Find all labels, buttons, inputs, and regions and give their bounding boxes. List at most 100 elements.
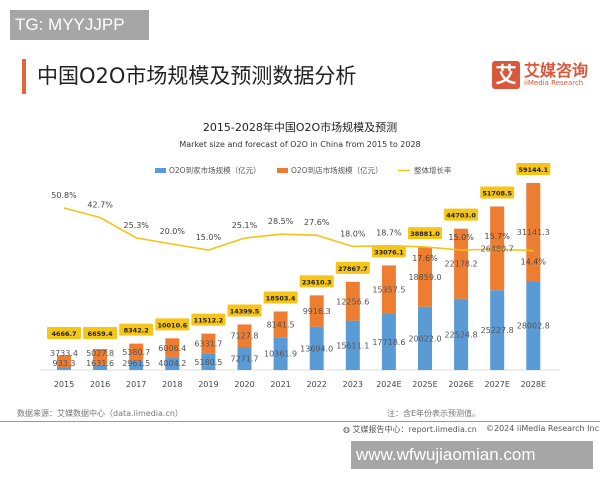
total-label: 38881.0 <box>410 230 440 238</box>
total-badge <box>191 313 226 326</box>
growth-label: 27.6% <box>304 218 330 227</box>
total-badge <box>263 291 298 304</box>
x-tick-label: 2019 <box>198 380 218 389</box>
x-tick-label: 2021 <box>270 380 290 389</box>
bar-store <box>57 355 71 368</box>
logo-mark: 艾 <box>492 61 520 89</box>
bar-home <box>526 281 541 370</box>
x-tick-label: 2024E <box>376 380 401 389</box>
total-label: 8342.2 <box>124 327 149 335</box>
bar-home <box>57 367 71 370</box>
bar-home <box>129 360 144 370</box>
watermark-bottom: www.wfwujiaomian.com <box>351 441 593 469</box>
watermark-top: TG: MYYJJPP <box>10 10 149 40</box>
bar-store <box>273 311 288 338</box>
growth-line <box>63 207 534 252</box>
label-store: 12256.6 <box>336 297 369 306</box>
label-store: 18859.0 <box>408 273 441 282</box>
legend-store: O2O到店市场规模（亿元） <box>291 165 383 175</box>
total-badge <box>480 186 515 199</box>
growth-label: 18.7% <box>376 229 402 238</box>
bar-store <box>418 247 432 307</box>
label-home: 4004.2 <box>158 359 186 368</box>
bar-home <box>345 320 360 370</box>
label-home: 1631.6 <box>86 359 114 368</box>
total-label: 11512.2 <box>194 317 224 325</box>
total-label: 23610.3 <box>302 278 332 286</box>
globe-icon: ◍ <box>343 425 353 434</box>
label-store: 6331.7 <box>194 340 222 349</box>
x-tick-label: 2018 <box>162 380 182 389</box>
bar-store <box>454 228 469 299</box>
bar-home <box>201 353 216 370</box>
bar-home <box>165 357 180 370</box>
growth-label: 15.0% <box>196 233 222 242</box>
o2o-market-chart: 2015-2028年中国O2O市场规模及预测 Market size and f… <box>40 120 560 389</box>
bar-home <box>237 347 252 370</box>
growth-label: 15.7% <box>484 232 510 241</box>
label-home: 20022.0 <box>408 334 441 343</box>
bar-store <box>129 343 144 361</box>
x-tick-label: 2028E <box>521 380 546 389</box>
legend-swatch-home <box>155 168 166 173</box>
bar-store <box>309 295 324 327</box>
total-label: 27867.7 <box>338 265 368 273</box>
x-tick-label: 2023 <box>343 380 363 389</box>
label-store: 5027.8 <box>86 349 114 358</box>
source-note: 数据来源：艾媒数据中心（data.iimedia.cn） <box>17 409 183 418</box>
bar-home <box>381 313 396 370</box>
bar-store <box>490 206 505 291</box>
bar-store <box>165 338 180 358</box>
label-home: 28002.8 <box>517 322 550 331</box>
page-title: 中国O2O市场规模及预测数据分析 <box>37 64 357 88</box>
total-label: 14399.5 <box>230 307 260 315</box>
bar-home <box>454 298 469 370</box>
growth-label: 50.8% <box>51 191 77 200</box>
growth-label: 42.7% <box>87 201 113 210</box>
bar-store <box>381 265 396 314</box>
total-label: 6659.4 <box>88 330 114 338</box>
growth-label: 14.4% <box>521 258 547 267</box>
total-badge <box>371 245 406 258</box>
bar-store <box>93 348 108 365</box>
label-home: 17718.6 <box>372 338 405 347</box>
growth-label: 17.6% <box>412 254 438 263</box>
label-store: 6006.4 <box>158 344 186 353</box>
total-label: 59144.1 <box>518 166 548 174</box>
growth-label: 25.1% <box>232 221 258 230</box>
bar-home <box>490 290 505 370</box>
total-badge <box>227 304 262 317</box>
label-home: 25227.8 <box>481 326 514 335</box>
total-label: 44703.0 <box>446 212 476 220</box>
label-home: 22524.8 <box>445 330 478 339</box>
bar-home <box>309 326 324 370</box>
chart-subtitle: Market size and forecast of O2O in China… <box>179 140 420 149</box>
label-home: 13694.0 <box>300 344 333 353</box>
total-label: 51708.5 <box>482 190 512 198</box>
total-badge <box>516 163 551 175</box>
bar-home <box>273 337 288 370</box>
bar-store <box>201 333 216 354</box>
x-tick-label: 2025E <box>412 380 437 389</box>
bar-store <box>526 183 541 282</box>
growth-label: 28.5% <box>268 217 294 226</box>
total-label: 4666.7 <box>51 330 76 338</box>
bar-home <box>93 364 108 370</box>
chart-title: 2015-2028年中国O2O市场规模及预测 <box>203 120 397 134</box>
label-store: 15357.5 <box>372 286 405 295</box>
report-link[interactable]: 艾媒报告中心：report.iimedia.cn <box>352 425 477 434</box>
label-home: 5180.5 <box>194 358 222 367</box>
title-accent-bar <box>22 59 26 94</box>
label-store: 26480.7 <box>481 244 514 253</box>
x-tick-label: 2020 <box>234 380 254 389</box>
total-label: 18503.4 <box>266 294 296 302</box>
total-label: 33076.1 <box>374 248 404 256</box>
x-tick-label: 2016 <box>90 380 110 389</box>
label-home: 933.3 <box>53 359 76 368</box>
legend-home: O2O到家市场规模（亿元） <box>169 165 261 175</box>
total-badge <box>119 323 154 336</box>
label-home: 7271.7 <box>231 355 259 364</box>
total-badge <box>444 208 479 221</box>
legend-swatch-store <box>277 168 288 173</box>
bar-store <box>237 324 252 348</box>
